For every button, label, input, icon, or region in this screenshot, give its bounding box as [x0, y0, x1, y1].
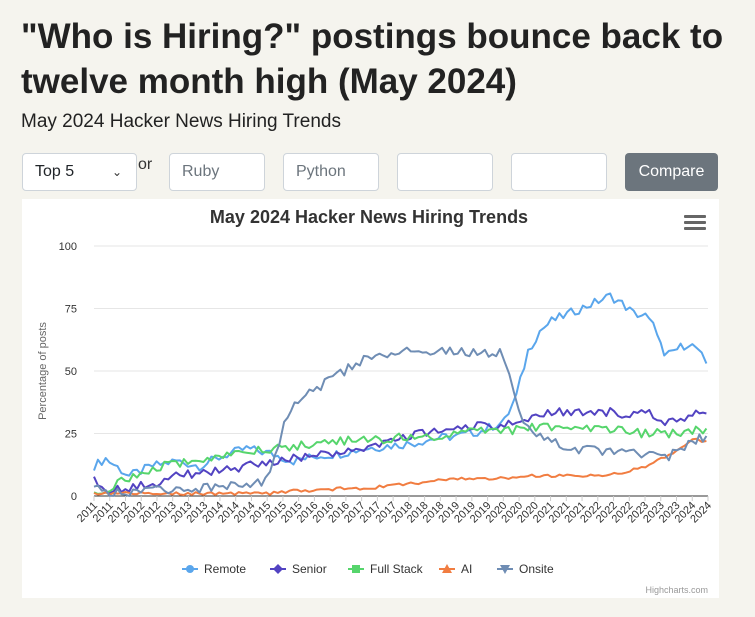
legend-item-label[interactable]: Onsite	[519, 562, 554, 576]
legend-marker	[442, 564, 452, 573]
y-tick-label: 25	[65, 429, 77, 441]
chart-title: May 2024 Hacker News Hiring Trends	[210, 207, 528, 227]
term-input-3[interactable]	[397, 153, 493, 191]
series-line-onsite	[93, 346, 708, 497]
legend-item-label[interactable]: Full Stack	[370, 562, 424, 576]
y-tick-label: 50	[65, 366, 77, 378]
series-line-remote	[93, 292, 708, 477]
page-title: "Who is Hiring?" postings bounce back to…	[21, 17, 724, 101]
preset-select[interactable]: Top 5 ⌄	[22, 153, 137, 191]
series-line-senior	[93, 407, 707, 494]
hamburger-menu-icon[interactable]	[684, 215, 706, 233]
hiring-trends-chart: May 2024 Hacker News Hiring Trends 0 25 50 7…	[37, 207, 714, 595]
page-subtitle: May 2024 Hacker News Hiring Trends	[21, 111, 341, 132]
legend-marker	[186, 565, 194, 573]
legend-item-label[interactable]: Remote	[204, 562, 246, 576]
y-tick-label: 75	[65, 304, 77, 316]
series-line-ai	[93, 437, 707, 496]
preset-select-value: Top 5	[35, 163, 75, 180]
chart-container: May 2024 Hacker News Hiring Trends 0 25 50 7…	[22, 199, 719, 598]
chevron-down-icon: ⌄	[111, 165, 122, 179]
legend-marker	[352, 565, 360, 573]
series-line-full-stack	[93, 422, 708, 495]
y-tick-label: 0	[71, 491, 77, 503]
term-input-1[interactable]	[169, 153, 265, 191]
legend-item-label[interactable]: AI	[461, 562, 472, 576]
legend-item-label[interactable]: Senior	[292, 562, 327, 576]
legend-marker	[273, 564, 283, 574]
compare-button[interactable]: Compare	[625, 153, 718, 191]
or-label: or	[138, 156, 153, 173]
term-input-4[interactable]	[511, 153, 607, 191]
term-input-2[interactable]	[283, 153, 379, 191]
y-tick-label: 100	[59, 241, 77, 253]
chart-credits: Highcharts.com	[645, 585, 708, 595]
legend-marker	[500, 565, 510, 574]
y-axis-title: Percentage of posts	[37, 322, 49, 420]
